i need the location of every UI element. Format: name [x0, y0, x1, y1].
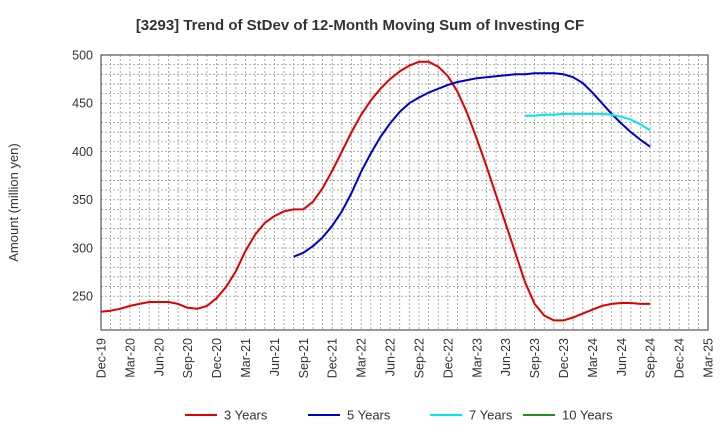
x-tick-label: Jun-23 [499, 338, 513, 376]
x-tick-label: Sep-20 [181, 338, 195, 378]
x-tick-label: Dec-22 [441, 338, 455, 378]
y-tick-label: 400 [72, 145, 93, 159]
x-tick-label: Jun-22 [384, 338, 398, 376]
x-tick-label: Mar-20 [123, 338, 137, 378]
series-line-5-years [293, 72, 651, 258]
x-tick-label: Dec-20 [210, 338, 224, 378]
y-tick-label: 300 [72, 241, 93, 255]
x-tick-label: Mar-21 [239, 338, 253, 378]
legend-label: 5 Years [347, 408, 391, 423]
x-axis-ticks: Dec-19 Mar-20 Jun-20 Sep-20 Dec-20 Mar-21 Jun-… [95, 338, 716, 378]
legend-label: 10 Years [562, 408, 613, 423]
legend-label: 7 Years [469, 408, 513, 423]
chart-title: [3293] Trend of StDev of 12-Month Moving… [136, 17, 584, 34]
x-tick-label: Mar-22 [355, 338, 369, 378]
x-tick-label: Mar-23 [470, 338, 484, 378]
y-tick-label: 500 [72, 49, 93, 63]
x-tick-label: Mar-24 [586, 338, 600, 378]
series-line-3-years [100, 60, 651, 322]
plot-area [100, 54, 709, 331]
x-tick-label: Jun-20 [152, 338, 166, 376]
x-tick-label: Dec-24 [673, 338, 687, 378]
y-tick-label: 250 [72, 290, 93, 304]
legend-label: 3 Years [224, 408, 268, 423]
legend: 3 Years 5 Years 7 Years 10 Years [185, 408, 613, 423]
x-tick-label: Sep-22 [412, 338, 426, 378]
x-tick-label: Sep-23 [528, 338, 542, 378]
series-lines [100, 60, 651, 322]
y-tick-label: 450 [72, 97, 93, 111]
x-tick-label: Dec-21 [326, 338, 340, 378]
x-tick-label: Sep-21 [297, 338, 311, 378]
x-tick-label: Jun-24 [615, 338, 629, 376]
gridlines [100, 54, 709, 330]
x-tick-label: Sep-24 [644, 338, 658, 378]
y-tick-label: 350 [72, 193, 93, 207]
x-tick-label: Dec-23 [557, 338, 571, 378]
x-tick-label: Dec-19 [95, 338, 109, 378]
y-axis-label: Amount (million yen) [6, 143, 21, 262]
x-tick-label: Mar-25 [702, 338, 716, 378]
x-tick-label: Jun-21 [268, 338, 282, 376]
y-axis-ticks: 250 300 350 400 450 500 [72, 49, 93, 304]
series-line-7-years [524, 112, 651, 132]
